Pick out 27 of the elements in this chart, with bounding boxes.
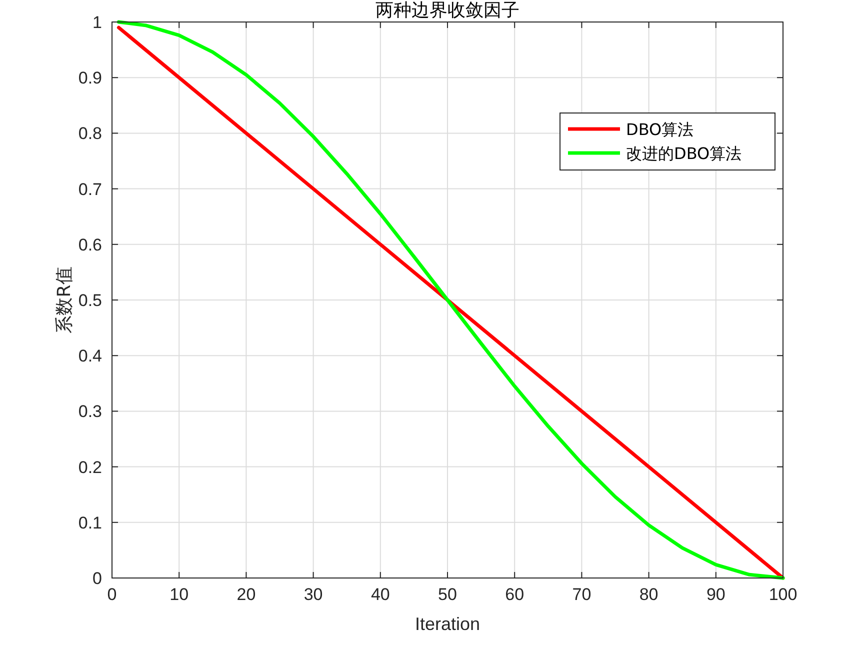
x-tick-label: 80 — [639, 585, 658, 604]
x-tick-label: 0 — [107, 585, 117, 604]
x-tick-label: 40 — [370, 585, 390, 604]
y-axis-title: 系数R值 — [54, 266, 75, 334]
x-tick-label: 100 — [768, 585, 798, 604]
x-tick-label: 60 — [505, 585, 524, 604]
y-tick-label: 0.2 — [78, 458, 102, 477]
x-tick-label: 90 — [706, 585, 726, 604]
y-tick-label: 0.8 — [78, 124, 102, 144]
chart-title: 两种边界收敛因子 — [376, 0, 520, 21]
x-tick-label: 30 — [304, 585, 323, 604]
y-tick-label: 0.4 — [78, 346, 102, 366]
y-tick-label: 0.1 — [78, 513, 102, 532]
y-tick-label: 0.6 — [78, 235, 102, 254]
y-tick-label: 0.9 — [78, 68, 102, 88]
legend-label: DBO算法 — [626, 120, 694, 139]
x-tick-label: 50 — [438, 585, 457, 604]
x-tick-label: 10 — [170, 585, 189, 604]
y-tick-label: 0.3 — [78, 402, 102, 422]
x-tick-label: 70 — [572, 585, 592, 604]
y-tick-label: 0.7 — [78, 180, 102, 199]
y-tick-label: 1 — [92, 13, 102, 32]
y-tick-label: 0.5 — [78, 291, 102, 310]
x-tick-label: 20 — [236, 585, 256, 604]
y-tick-label: 0 — [92, 569, 102, 588]
x-axis-title: Iteration — [414, 614, 480, 634]
legend-label: 改进的DBO算法 — [626, 144, 742, 163]
